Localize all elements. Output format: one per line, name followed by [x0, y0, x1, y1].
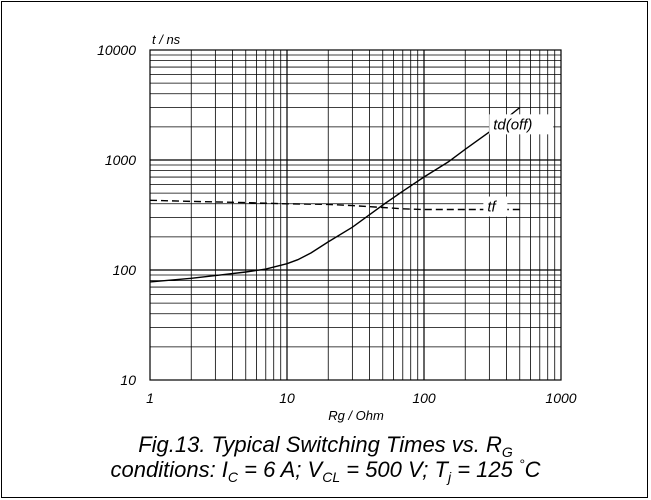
y-tick-label: 10000 [97, 42, 136, 58]
y-tick-label: 1000 [105, 152, 136, 168]
series-label-td-off: td(off) [493, 116, 532, 133]
caption-title-sub: G [501, 444, 513, 460]
series-label-tf-bg [483, 196, 508, 217]
x-axis-title: Rg / Ohm [328, 408, 384, 423]
series-line-td-off [149, 106, 521, 283]
caption-cond-c-sub: j [447, 469, 452, 485]
series-label-td-off-bg [489, 114, 554, 135]
tick-labels: 1 10 100 1000 10 100 1000 10000 [97, 42, 577, 406]
caption-cond-d: = 125 [451, 457, 519, 482]
y-tick-label: 10 [120, 372, 136, 388]
chart-grid [150, 50, 561, 380]
y-axis-title: t / ns [152, 32, 181, 47]
caption-cond-b-sub: CL [322, 469, 341, 485]
caption-cond-c: = 500 V; T [340, 457, 448, 482]
caption-cond-a: conditions: I [110, 457, 228, 482]
caption-cond-e: C [524, 457, 541, 482]
figure-caption-title: Fig.13. Typical Switching Times vs. RG [0, 432, 651, 460]
x-tick-label: 1000 [545, 390, 576, 406]
x-tick-label: 1 [146, 390, 154, 406]
plot-border [149, 49, 562, 381]
series-line-tf [149, 199, 520, 211]
caption-cond-a-sub: C [227, 469, 239, 485]
series-label-tf: tf [487, 199, 497, 216]
switching-times-chart: 1 10 100 1000 10 100 1000 10000 td(off) tf t / n… [97, 32, 577, 423]
x-tick-label: 10 [279, 390, 295, 406]
series-layer [149, 106, 521, 283]
figure-caption-conditions: conditions: IC = 6 A; VCL = 500 V; Tj = … [0, 456, 651, 485]
y-tick-label: 100 [113, 262, 137, 278]
series-labels: td(off) tf [483, 114, 554, 217]
caption-cond-d-sup: ° [518, 456, 525, 472]
caption-cond-b: = 6 A; V [238, 457, 323, 482]
x-tick-label: 100 [412, 390, 436, 406]
caption-title-text: Fig.13. Typical Switching Times vs. R [138, 432, 502, 457]
